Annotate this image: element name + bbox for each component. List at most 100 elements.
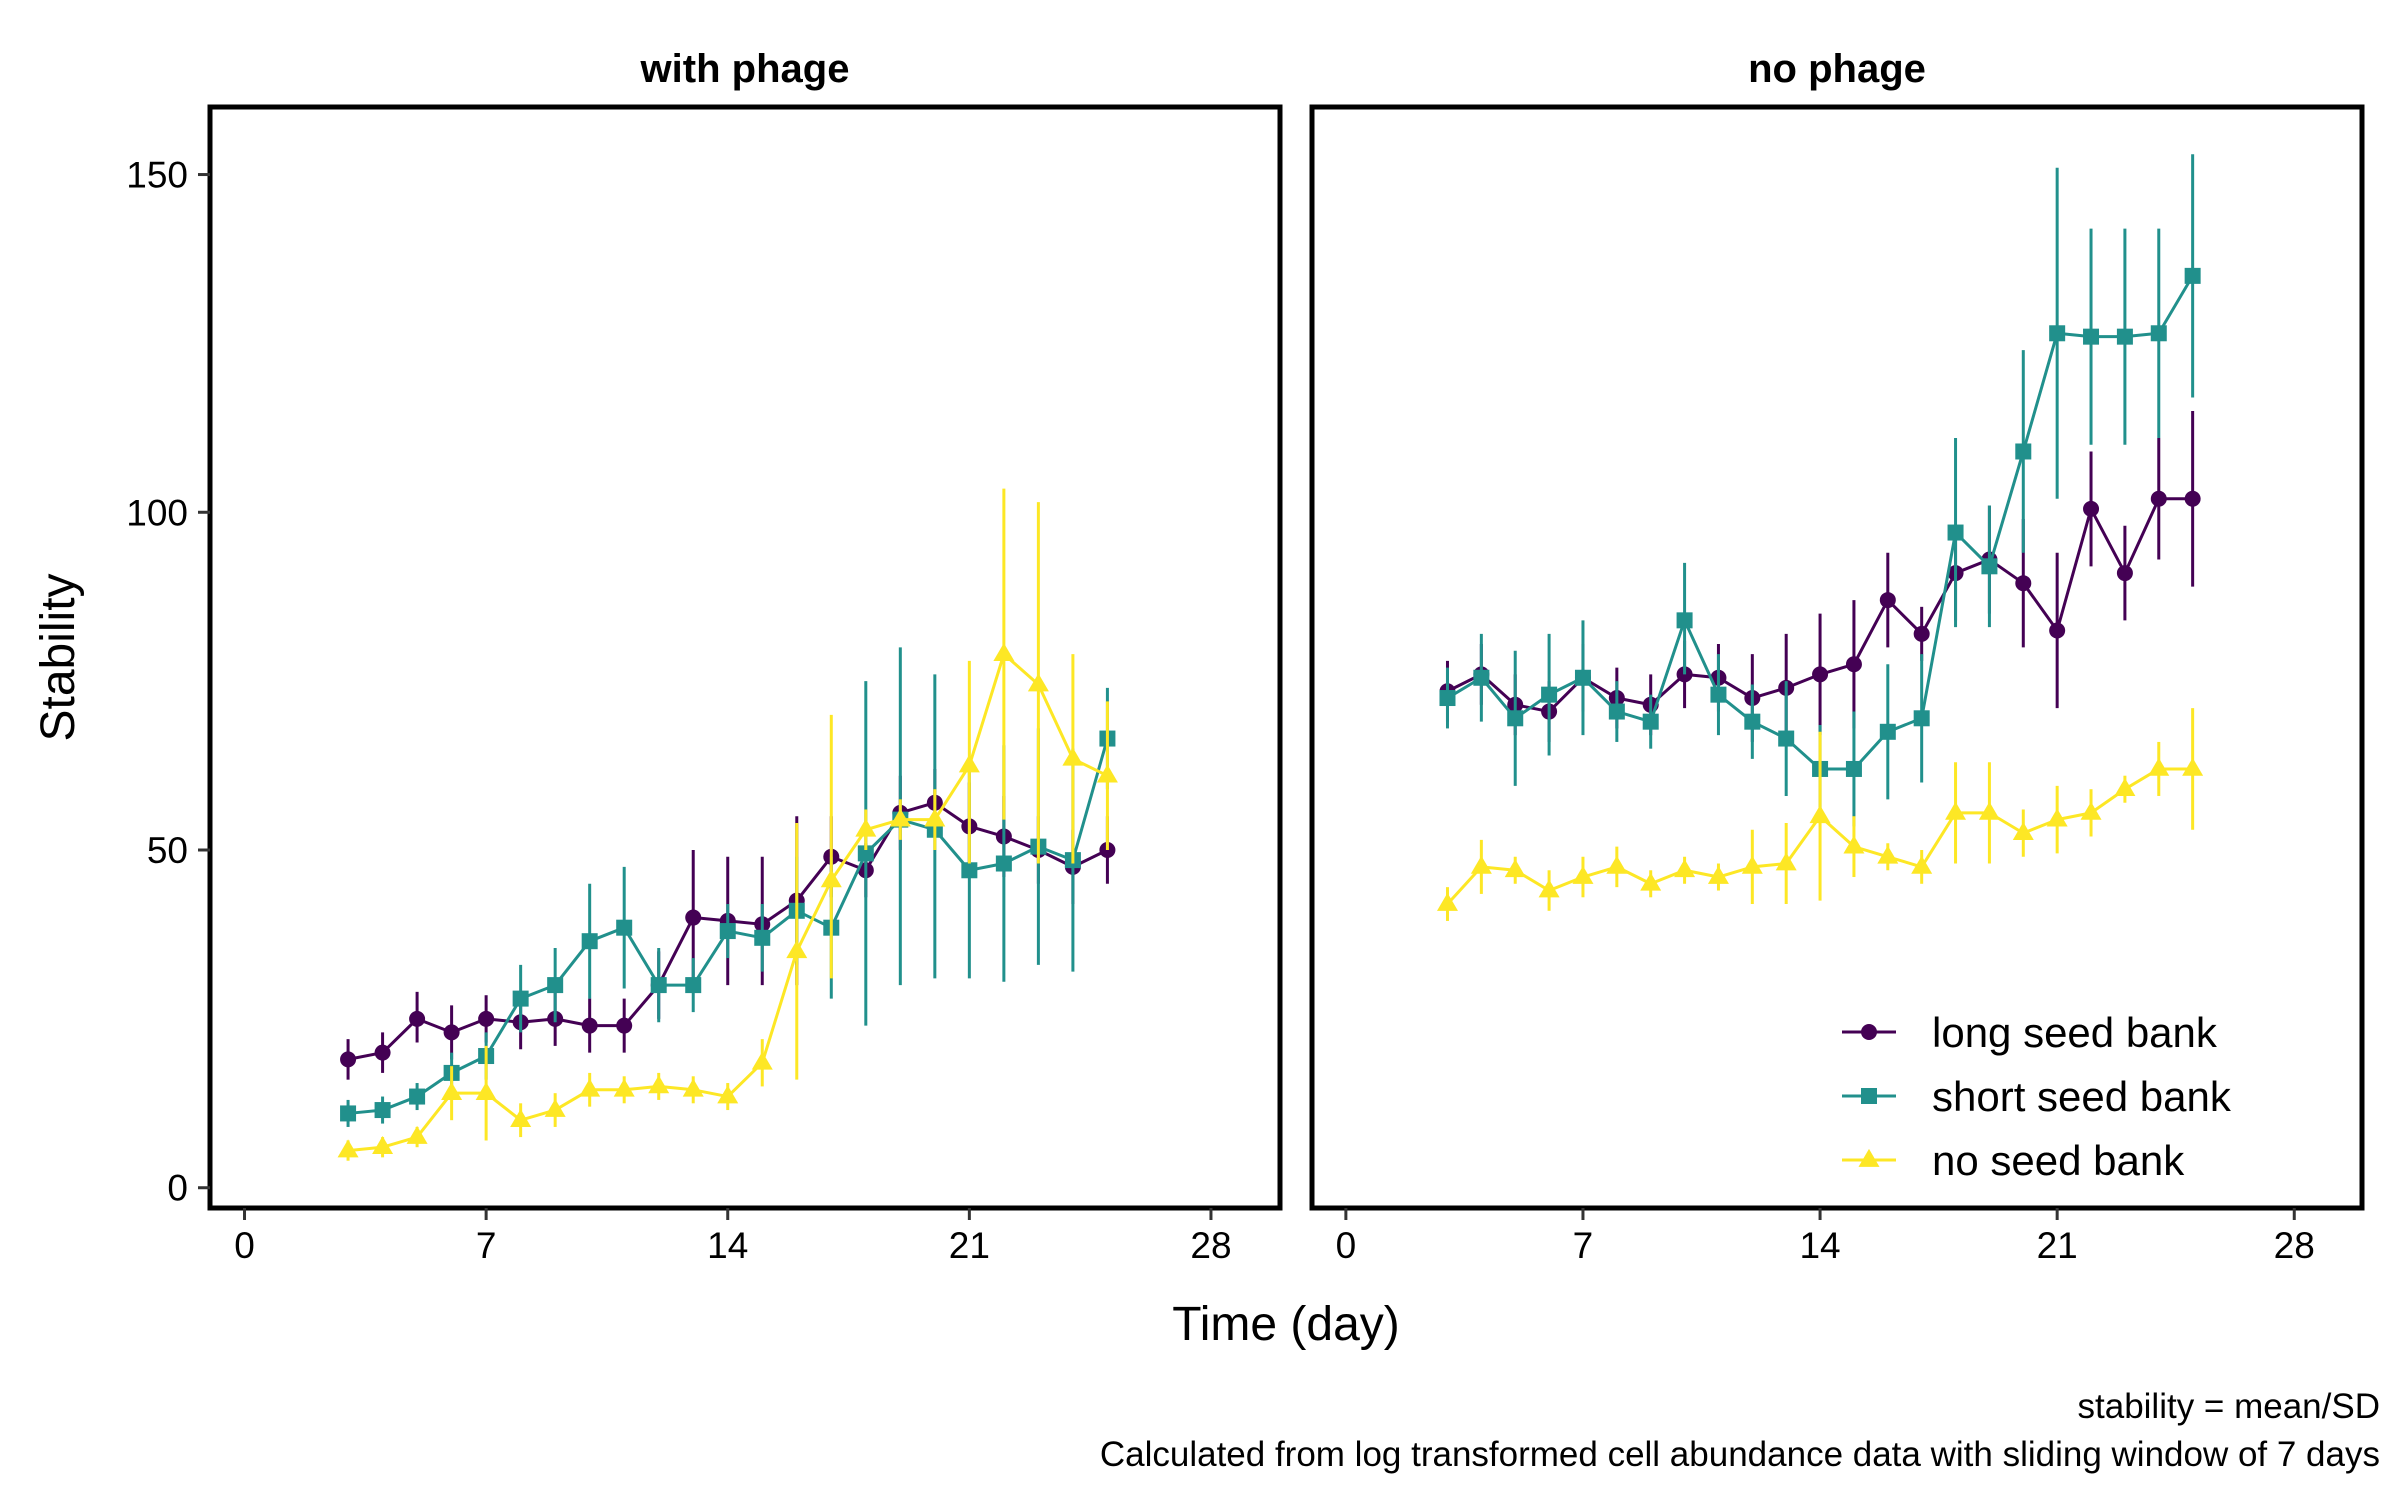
data-point	[1947, 524, 1964, 541]
data-point	[1707, 865, 1729, 884]
data-point	[685, 909, 702, 926]
data-point	[717, 1085, 739, 1104]
data-point	[1744, 713, 1761, 730]
legend-marker	[1861, 1024, 1877, 1040]
data-point	[1741, 855, 1763, 874]
data-point	[958, 754, 980, 773]
y-axis-title: Stability	[32, 573, 85, 741]
data-point	[1778, 730, 1795, 747]
x-tick-label: 7	[1573, 1225, 1594, 1266]
data-point	[613, 1078, 635, 1097]
x-axis-title: Time (day)	[1172, 1298, 1400, 1351]
data-point	[648, 1075, 670, 1094]
caption-line-2: Calculated from log transformed cell abu…	[1100, 1435, 2380, 1474]
data-point	[374, 1044, 391, 1061]
data-point	[924, 808, 946, 827]
data-point	[2116, 565, 2133, 582]
data-point	[2116, 328, 2133, 345]
panel-border	[207, 104, 1283, 1211]
data-point	[2150, 325, 2167, 342]
legend-label: long seed bank	[1932, 1009, 2218, 1056]
data-point	[1981, 558, 1998, 575]
data-point	[1027, 673, 1049, 692]
data-point	[1504, 859, 1526, 878]
y-tick-label: 50	[147, 830, 188, 871]
data-point	[2015, 575, 2032, 592]
x-tick-label: 0	[1336, 1225, 1357, 1266]
panel-border	[1309, 104, 2365, 1211]
data-point	[579, 1078, 601, 1097]
data-point	[1913, 625, 1930, 642]
data-point	[1710, 686, 1727, 703]
data-point	[685, 977, 702, 994]
data-point	[1096, 764, 1118, 783]
x-tick-label: 7	[476, 1225, 497, 1266]
data-point	[1911, 855, 1933, 874]
data-point	[512, 990, 529, 1007]
data-point	[1640, 872, 1662, 891]
data-point	[786, 940, 808, 959]
legend-label: short seed bank	[1932, 1073, 2232, 1120]
y-tick-label: 150	[126, 155, 188, 196]
data-point	[441, 1082, 463, 1101]
data-point	[1507, 710, 1524, 727]
data-point	[510, 1109, 532, 1128]
data-point	[1978, 801, 2000, 820]
data-point	[1845, 656, 1862, 673]
data-point	[581, 1017, 598, 1034]
data-point	[961, 862, 978, 879]
data-point	[1845, 760, 1862, 777]
data-point	[995, 855, 1012, 872]
data-point	[1877, 845, 1899, 864]
x-tick-label: 28	[1190, 1225, 1231, 1266]
x-tick-label: 14	[1799, 1225, 1840, 1266]
data-point	[1538, 879, 1560, 898]
data-point	[2080, 801, 2102, 820]
data-point	[1436, 892, 1458, 911]
data-point	[2148, 757, 2170, 776]
legend: long seed bank short seed bank no seed ban…	[1842, 1009, 2232, 1184]
data-point	[1879, 723, 1896, 740]
data-point	[1879, 592, 1896, 609]
data-point	[2114, 778, 2136, 797]
panel-no-phage: no phage 0 7 14 21 28	[1309, 47, 2365, 1266]
data-point	[409, 1088, 426, 1105]
y-tick-label: 0	[167, 1168, 188, 1209]
data-point	[2150, 490, 2167, 507]
data-point	[820, 869, 842, 888]
data-point	[857, 845, 874, 862]
data-point	[409, 1010, 426, 1027]
data-point	[1574, 669, 1591, 686]
legend-item-long-seed-bank: long seed bank	[1842, 1009, 2218, 1056]
data-point	[2184, 490, 2201, 507]
data-point	[443, 1024, 460, 1041]
data-point	[754, 929, 771, 946]
data-point	[2083, 500, 2100, 517]
data-point	[340, 1105, 357, 1122]
data-point	[1572, 865, 1594, 884]
data-point	[616, 1017, 633, 1034]
data-point	[1674, 859, 1696, 878]
data-point	[1843, 835, 1865, 854]
legend-label: no seed bank	[1932, 1137, 2185, 1184]
data-point	[1439, 690, 1456, 707]
data-point	[337, 1139, 359, 1158]
data-point	[1470, 855, 1492, 874]
legend-item-no-seed-bank: no seed bank	[1842, 1137, 2185, 1184]
data-point	[544, 1098, 566, 1117]
data-point	[1606, 855, 1628, 874]
data-point	[374, 1102, 391, 1119]
data-point	[650, 977, 667, 994]
x-tick-label: 14	[707, 1225, 748, 1266]
data-point	[1809, 805, 1831, 824]
legend-marker	[1858, 1148, 1880, 1167]
data-point	[1945, 801, 1967, 820]
data-point	[1775, 852, 1797, 871]
data-point	[1676, 612, 1693, 629]
series-no-seed-bank	[337, 488, 1118, 1161]
data-point	[682, 1078, 704, 1097]
data-point	[340, 1051, 357, 1068]
data-point	[1541, 686, 1558, 703]
